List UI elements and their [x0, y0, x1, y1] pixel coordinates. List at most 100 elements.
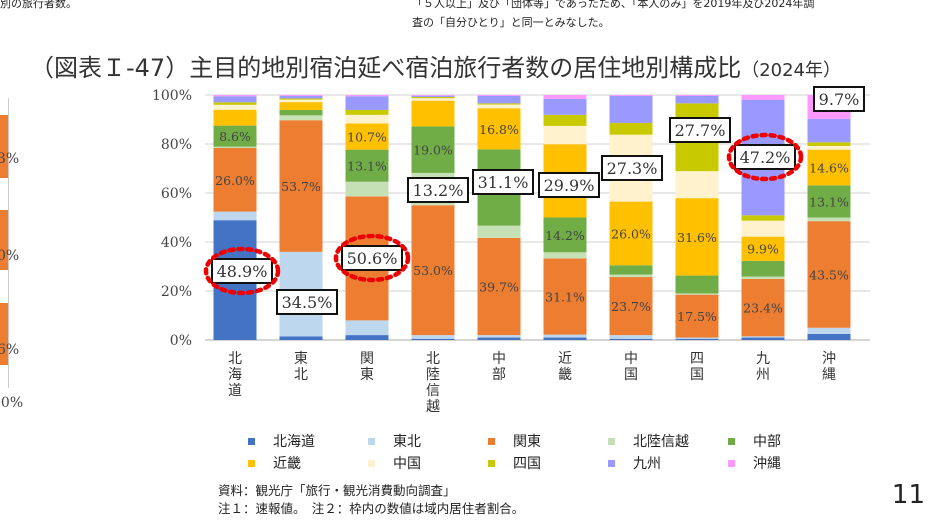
- bar-segment: [213, 211, 257, 221]
- resident-share-box: [669, 117, 731, 143]
- resident-share-box: [472, 169, 534, 195]
- x-tick-label: 沖: [822, 351, 836, 367]
- x-tick-label: 東: [294, 351, 308, 367]
- bar-segment: [477, 337, 521, 340]
- bar-segment: [477, 103, 521, 105]
- data-label: 17.5%: [677, 309, 717, 324]
- legend-item: 東北: [368, 431, 488, 451]
- bar-segment: [345, 335, 389, 340]
- bar-segment: [807, 118, 851, 143]
- legend-label: 中部: [753, 434, 781, 450]
- resident-share-label: 47.2%: [740, 148, 791, 167]
- y-tick-label: 60%: [161, 186, 192, 202]
- x-tick-label: 関: [360, 351, 374, 367]
- bar-segment: [477, 225, 521, 238]
- top-note-left: 別の旅行者数。: [0, 0, 77, 10]
- highlight-circle: [203, 246, 281, 296]
- resident-share-box: [211, 258, 273, 284]
- bar-segment: [609, 122, 653, 135]
- bar-segment: [279, 99, 323, 103]
- legend-swatch: [248, 459, 255, 467]
- data-label: 9.9%: [747, 242, 779, 257]
- bar-segment: [807, 142, 851, 146]
- resident-share-box: [407, 177, 469, 203]
- bar-segment: [543, 334, 587, 338]
- legend-label: 近畿: [273, 456, 301, 472]
- legend-item: 北陸信越: [608, 431, 728, 451]
- bar-segment: [807, 217, 851, 222]
- legend-label: 関東: [513, 434, 541, 450]
- bar-segment: [279, 95, 323, 99]
- bar-segment: [543, 125, 587, 145]
- data-label: 23.7%: [611, 299, 651, 314]
- data-label: 13.1%: [347, 159, 387, 174]
- legend-label: 九州: [633, 456, 661, 472]
- bar-segment: [675, 275, 719, 294]
- bar-segment: [543, 217, 587, 253]
- x-tick-label: 北: [426, 351, 440, 367]
- data-label: 53.7%: [281, 179, 321, 194]
- data-label: 14.6%: [809, 161, 849, 176]
- bar-segment: [477, 335, 521, 338]
- highlight-circle: [726, 132, 804, 182]
- left-panel-label: 6%: [0, 342, 20, 358]
- bar-segment: [477, 95, 521, 96]
- y-tick-label: 100%: [152, 88, 192, 104]
- bar-segment: [279, 98, 323, 100]
- x-tick-label: 畿: [558, 367, 572, 383]
- x-tick-label: 越: [426, 399, 440, 415]
- y-tick-label: 0%: [170, 333, 192, 349]
- bar-segment: [411, 205, 455, 336]
- bar-segment: [411, 335, 455, 339]
- bar-segment: [675, 338, 719, 340]
- legend-item: 中部: [728, 431, 848, 451]
- data-label: 26.0%: [215, 173, 255, 188]
- left-panel-axis: [8, 98, 9, 388]
- bar-segment: [741, 95, 785, 100]
- resident-share-label: 34.5%: [282, 293, 333, 312]
- bar-segment: [345, 109, 389, 115]
- legend-label: 四国: [513, 456, 541, 472]
- legend-swatch: [728, 459, 735, 467]
- left-panel-bar: [0, 303, 8, 365]
- bar-segment: [543, 114, 587, 126]
- bar-segment: [807, 185, 851, 218]
- legend-swatch: [728, 437, 735, 445]
- bar-segment: [807, 221, 851, 328]
- x-tick-label: 部: [492, 367, 506, 383]
- resident-share-box: [813, 86, 865, 112]
- source-note: 資料：観光庁「旅行・観光消費動向調査」: [218, 483, 456, 498]
- bar-segment: [741, 215, 785, 221]
- x-tick-label: 国: [690, 367, 704, 383]
- resident-share-label: 13.2%: [413, 181, 464, 200]
- bar-segment: [411, 98, 455, 101]
- bar-segment: [543, 252, 587, 259]
- data-label: 53.0%: [413, 263, 453, 278]
- bar-segment: [345, 181, 389, 197]
- x-tick-label: 四: [690, 351, 704, 367]
- bar-segment: [609, 274, 653, 278]
- data-label: 43.5%: [809, 267, 849, 282]
- legend-item: 沖縄: [728, 453, 848, 473]
- x-tick-label: 信: [426, 383, 440, 399]
- data-label: 16.8%: [479, 122, 519, 137]
- bar-segment: [279, 102, 323, 110]
- top-note-right-2: 査の「自分ひとり」と同一とみなした。: [412, 16, 610, 29]
- bar-segment: [609, 201, 653, 266]
- bar-segment: [279, 95, 323, 96]
- resident-share-label: 31.1%: [478, 173, 529, 192]
- legend-swatch: [368, 437, 375, 445]
- legend-label: 北海道: [273, 434, 315, 450]
- bar-segment: [345, 149, 389, 182]
- bar-segment: [477, 104, 521, 109]
- bar-segment: [213, 95, 257, 97]
- x-tick-label: 道: [228, 383, 242, 399]
- legend-item: 北海道: [248, 431, 368, 451]
- y-tick-label: 20%: [161, 284, 192, 300]
- legend-swatch: [608, 459, 615, 467]
- left-panel-label: 0%: [0, 248, 20, 264]
- legend-swatch: [488, 459, 495, 467]
- bar-segment: [213, 125, 257, 147]
- legend-swatch: [368, 459, 375, 467]
- bar-segment: [411, 100, 455, 127]
